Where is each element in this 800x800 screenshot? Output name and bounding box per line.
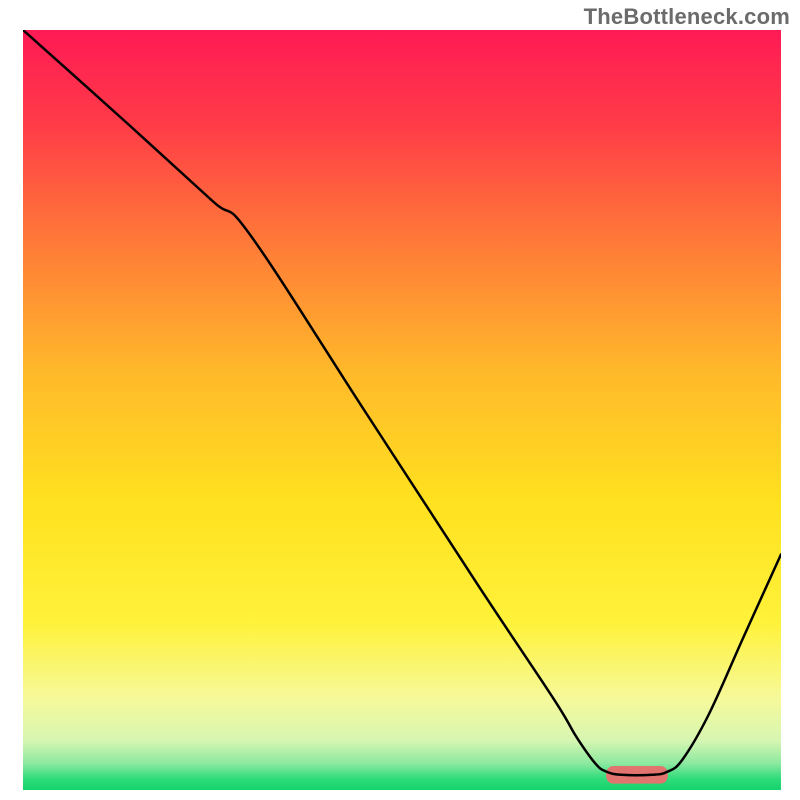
- gradient-background: [23, 30, 781, 790]
- chart-container: TheBottleneck.com: [0, 0, 800, 800]
- plot-area: [23, 30, 781, 790]
- chart-svg: [23, 30, 781, 790]
- watermark-text: TheBottleneck.com: [584, 4, 790, 30]
